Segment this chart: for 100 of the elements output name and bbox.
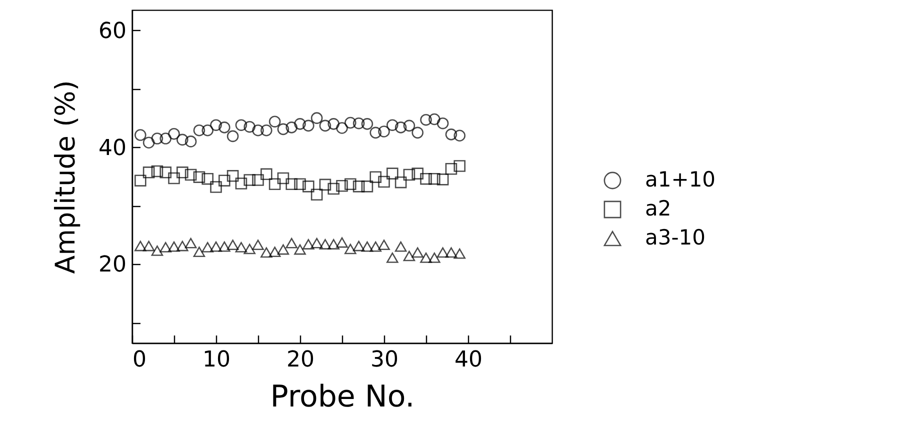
x-tick-label: 10 (202, 348, 230, 372)
point (235, 178, 248, 190)
point (244, 174, 256, 186)
point (244, 120, 256, 133)
point (202, 124, 214, 136)
point (454, 130, 466, 142)
point (403, 168, 416, 181)
point (302, 239, 314, 250)
point (302, 180, 314, 192)
point (412, 168, 424, 180)
point (168, 241, 180, 252)
point (294, 178, 306, 190)
point (361, 241, 374, 252)
point (361, 118, 374, 130)
point (235, 242, 248, 252)
point (142, 240, 155, 252)
point (160, 132, 172, 144)
point (336, 180, 348, 192)
point (176, 240, 188, 252)
point (386, 252, 398, 263)
point (445, 128, 458, 140)
point (210, 119, 222, 131)
point (142, 166, 155, 178)
point (193, 171, 206, 183)
point (184, 168, 197, 181)
point (420, 252, 432, 263)
point (436, 247, 449, 258)
x-tick-label: 20 (286, 348, 314, 372)
point (328, 182, 340, 195)
point (319, 178, 332, 191)
point (176, 134, 188, 146)
point (176, 166, 188, 178)
point (336, 237, 348, 248)
point (168, 172, 180, 184)
legend-label: a2 (645, 196, 672, 220)
point (394, 176, 407, 188)
point (202, 172, 214, 185)
point (319, 239, 332, 250)
point (252, 240, 264, 250)
point (202, 242, 214, 252)
point (210, 241, 222, 252)
point (328, 239, 340, 250)
point (310, 238, 323, 248)
y-tick-label: 60 (98, 18, 126, 44)
y-axis-title: Amplitude (%) (50, 80, 82, 274)
point (226, 130, 239, 142)
point (193, 124, 206, 136)
point (394, 241, 407, 252)
point (235, 119, 248, 131)
point (268, 178, 281, 190)
point (394, 122, 407, 134)
point (344, 178, 356, 190)
point (310, 188, 323, 201)
point (286, 178, 298, 190)
point (218, 122, 230, 134)
point (252, 174, 264, 186)
point (286, 122, 298, 134)
point (378, 240, 390, 250)
point (386, 168, 398, 180)
point (151, 165, 164, 178)
point (277, 172, 290, 184)
point (184, 238, 197, 248)
point (277, 123, 290, 136)
point (370, 126, 382, 139)
point (268, 116, 281, 128)
point (218, 174, 230, 186)
point (260, 168, 272, 180)
point (420, 114, 432, 126)
legend-label: a3-10 (645, 226, 706, 250)
point (352, 240, 365, 252)
point (428, 172, 440, 185)
point (352, 117, 365, 130)
point (336, 122, 348, 134)
point (428, 252, 440, 263)
x-tick-label: 0 (132, 348, 146, 372)
y-tick-label: 20 (98, 252, 126, 278)
point (412, 247, 424, 258)
point (344, 244, 356, 254)
point (454, 248, 466, 259)
y-tick-label: 40 (98, 136, 126, 161)
point (378, 126, 390, 138)
point (361, 180, 374, 192)
point (328, 118, 340, 130)
point (436, 117, 449, 130)
point (226, 240, 239, 250)
point (454, 160, 466, 172)
point (168, 128, 180, 140)
point (412, 126, 424, 139)
point (428, 113, 440, 126)
point (193, 246, 206, 258)
point (210, 181, 222, 193)
point (370, 171, 382, 183)
point (286, 238, 298, 248)
point (403, 250, 416, 262)
point (268, 246, 281, 258)
point (445, 163, 458, 175)
point (277, 244, 290, 255)
x-tick-label: 40 (454, 348, 482, 372)
point (142, 136, 155, 148)
point (151, 132, 164, 144)
